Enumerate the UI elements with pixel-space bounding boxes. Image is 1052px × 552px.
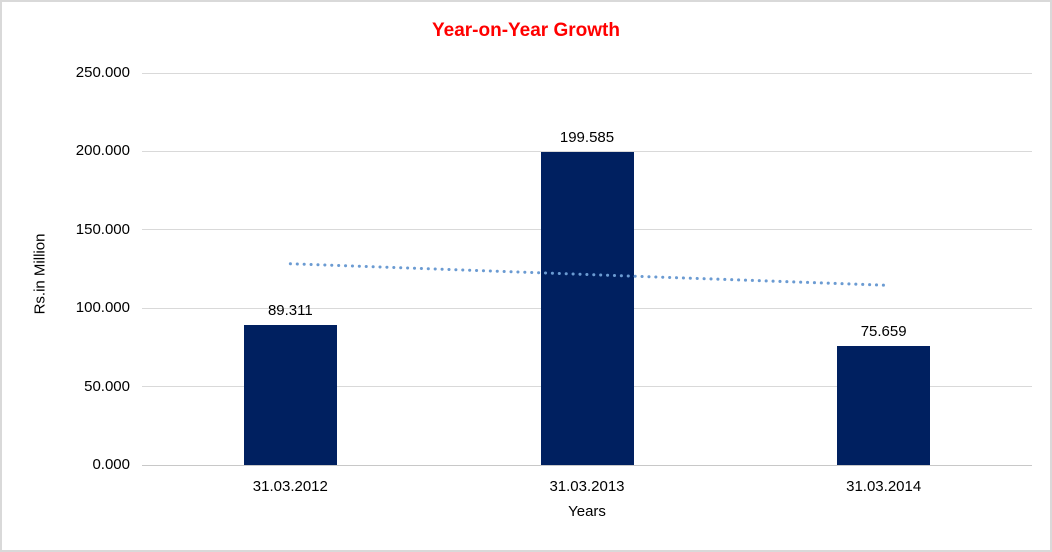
y-tick-label: 250.000 — [75, 64, 130, 81]
x-tick-label: 31.03.2013 — [549, 478, 625, 495]
bar-31.03.2014 — [837, 346, 931, 465]
x-axis-line — [142, 464, 1032, 466]
bar-value-label: 89.311 — [267, 301, 313, 319]
y-tick-label: 200.000 — [75, 142, 130, 160]
bar-31.03.2012 — [243, 324, 337, 465]
x-tick-label: 31.03.2012 — [252, 478, 328, 495]
bar-value-label: 199.585 — [559, 129, 615, 147]
y-tick-label: 100.000 — [75, 299, 130, 317]
gridline — [142, 150, 1032, 152]
gridline — [142, 72, 1032, 74]
y-tick-label: 0.000 — [92, 456, 130, 473]
bar-value-label: 75.659 — [860, 323, 907, 341]
x-axis-title: Years — [568, 503, 606, 520]
chart-title: Year-on-Year Growth — [432, 20, 620, 41]
x-tick-label: 31.03.2014 — [846, 478, 922, 495]
y-tick-label: 50.000 — [84, 377, 130, 395]
y-tick-label: 150.000 — [75, 220, 130, 238]
bar-31.03.2013 — [540, 152, 634, 465]
